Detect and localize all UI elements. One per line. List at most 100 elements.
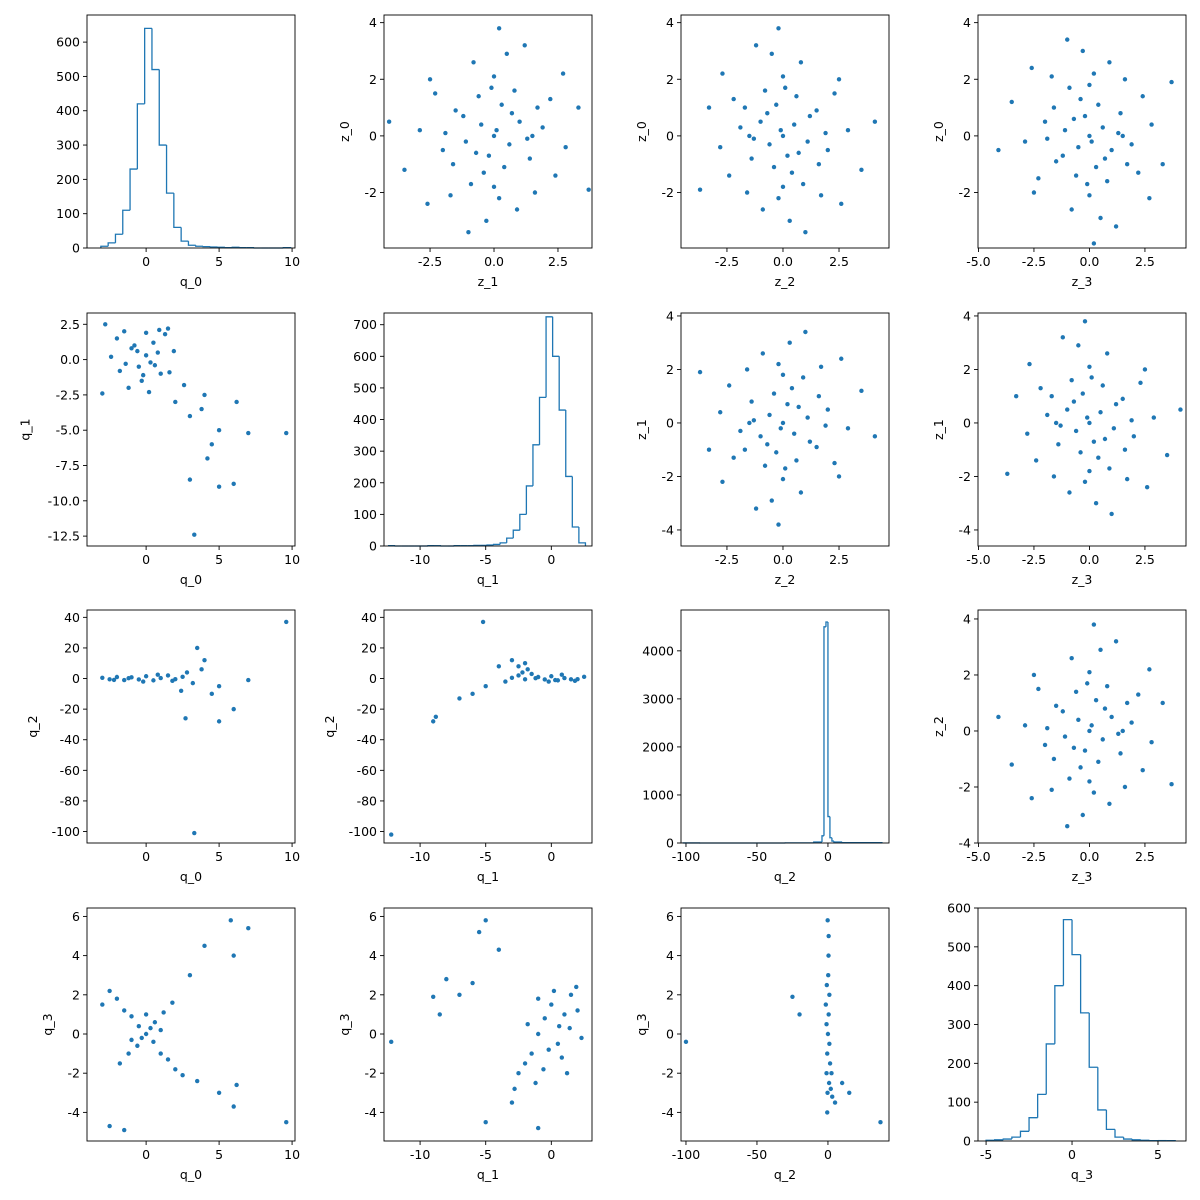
point — [814, 108, 819, 113]
point — [525, 136, 530, 141]
x-tick-label: 2.5 — [829, 552, 849, 567]
point — [872, 434, 878, 439]
point — [836, 474, 842, 479]
point — [122, 1008, 127, 1013]
point — [389, 832, 394, 837]
point — [559, 1055, 565, 1060]
point — [1076, 145, 1081, 150]
x-tick-label: -100 — [672, 849, 700, 864]
point — [1087, 669, 1092, 675]
point — [479, 122, 484, 127]
y-tick-label: 40 — [64, 610, 80, 625]
y-tick-label: 400 — [56, 103, 80, 118]
point — [461, 113, 466, 119]
point — [522, 661, 528, 666]
y-axis-label: z_1 — [634, 419, 649, 440]
point — [776, 361, 781, 367]
x-tick-label: 2.5 — [1135, 254, 1155, 269]
y-axis-label: q_1 — [18, 418, 33, 440]
point — [1100, 125, 1105, 130]
point — [522, 677, 528, 682]
point — [1122, 784, 1128, 790]
point — [845, 426, 851, 431]
point — [1053, 703, 1059, 708]
point — [1031, 672, 1037, 678]
y-tick-label: -4 — [662, 1105, 675, 1120]
y-tick-label: 6 — [666, 909, 674, 924]
point — [246, 430, 251, 436]
point — [228, 918, 233, 923]
point — [778, 128, 783, 133]
y-tick-label: -2 — [959, 185, 971, 200]
point — [753, 43, 759, 48]
y-tick-label: -2 — [662, 1066, 674, 1081]
point — [107, 988, 112, 994]
point — [114, 674, 120, 680]
point — [1109, 714, 1114, 720]
point — [143, 1012, 149, 1017]
point — [586, 187, 591, 192]
hist-step — [1114, 1129, 1124, 1138]
point — [470, 980, 475, 986]
hist-step — [173, 193, 182, 229]
hist-step — [144, 27, 152, 104]
point — [195, 1078, 200, 1084]
point — [431, 719, 436, 724]
y-axis-label: q_3 — [337, 1013, 352, 1035]
point — [767, 412, 772, 418]
point — [553, 173, 558, 178]
point — [1038, 385, 1043, 391]
point — [1029, 795, 1034, 801]
x-tick-label: -2.5 — [715, 552, 739, 567]
y-axis-label: q_3 — [634, 1013, 649, 1035]
point — [491, 133, 497, 139]
point — [1082, 319, 1088, 324]
axes-frame — [86, 609, 296, 844]
point — [143, 1031, 149, 1037]
y-axis-label: z_1 — [931, 419, 946, 440]
y-tick-label: 4 — [369, 15, 377, 30]
point — [170, 678, 175, 684]
point — [522, 1061, 528, 1066]
point — [1082, 748, 1088, 753]
hist-step — [1019, 1130, 1030, 1138]
x-tick-label: 2.5 — [548, 254, 568, 269]
point — [1109, 511, 1114, 517]
point — [1087, 193, 1092, 198]
x-tick-label: 2.5 — [829, 254, 849, 269]
point — [158, 675, 163, 681]
point — [556, 1023, 562, 1029]
hist-step — [195, 245, 204, 247]
point — [758, 434, 763, 439]
axes-frame — [680, 14, 890, 249]
axes-frame — [86, 14, 296, 249]
y-tick-label: 6 — [369, 909, 377, 924]
y-tick-label: -20 — [357, 702, 377, 717]
point — [823, 1002, 829, 1007]
point — [787, 218, 792, 224]
x-tick-label: -2.5 — [1022, 254, 1046, 269]
x-tick-label: -5.0 — [966, 552, 990, 567]
y-tick-label: -20 — [60, 702, 80, 717]
point — [720, 479, 725, 484]
point — [1062, 128, 1068, 133]
axes-frame — [383, 14, 593, 249]
point — [776, 522, 781, 527]
point — [1036, 176, 1041, 181]
point — [507, 142, 512, 147]
point — [1080, 391, 1085, 396]
point — [1131, 434, 1137, 439]
y-tick-label: 400 — [947, 978, 971, 993]
point — [878, 1119, 883, 1125]
x-tick-label: 2.5 — [1135, 849, 1155, 864]
y-axis-label: q_3 — [40, 1013, 55, 1035]
point — [1093, 500, 1099, 506]
point — [1080, 812, 1085, 818]
point — [1093, 164, 1099, 170]
point — [171, 348, 177, 354]
point — [742, 105, 748, 110]
y-tick-label: 2 — [666, 72, 674, 87]
point — [829, 1070, 834, 1076]
point — [1124, 700, 1130, 706]
